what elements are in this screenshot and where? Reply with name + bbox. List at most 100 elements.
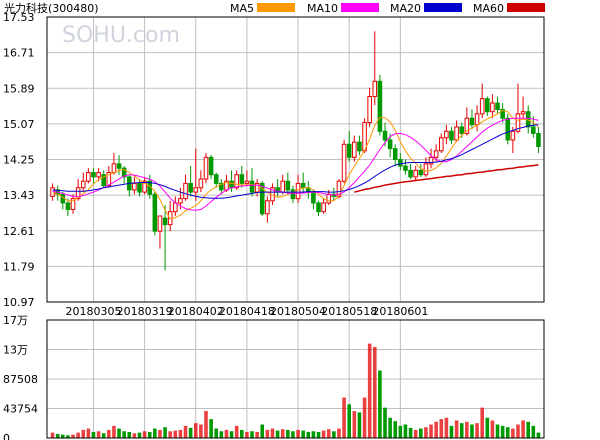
volume-bar bbox=[465, 421, 469, 438]
volume-bar bbox=[96, 431, 101, 438]
candle-body bbox=[86, 172, 91, 182]
volume-bar bbox=[347, 404, 351, 438]
candle-body bbox=[152, 193, 158, 232]
volume-bar bbox=[449, 425, 454, 438]
volume-bar bbox=[357, 412, 362, 438]
volume-bar bbox=[291, 431, 295, 438]
candle-body bbox=[70, 198, 76, 210]
volume-tick-label: 17万 bbox=[3, 314, 28, 327]
candle-body bbox=[157, 215, 163, 232]
volume-bar bbox=[470, 424, 474, 438]
candle-body bbox=[50, 187, 55, 197]
candle-body bbox=[474, 113, 480, 126]
volume-bar bbox=[332, 431, 336, 438]
volume-bar bbox=[270, 428, 275, 438]
candle-body bbox=[423, 163, 429, 176]
volume-bar bbox=[86, 428, 91, 438]
volume-bar bbox=[245, 431, 249, 438]
volume-bar bbox=[55, 433, 60, 438]
volume-bar bbox=[81, 429, 86, 438]
date-tick-label: 20180504 bbox=[270, 305, 326, 318]
volume-bar bbox=[398, 425, 403, 438]
candle-body bbox=[142, 180, 147, 193]
candle-body bbox=[428, 156, 434, 165]
candle-body bbox=[132, 182, 137, 191]
candle-body bbox=[408, 169, 413, 178]
candle-body bbox=[178, 198, 183, 204]
candle-body bbox=[121, 167, 127, 178]
volume-bar bbox=[475, 423, 479, 438]
volume-bar bbox=[188, 427, 193, 438]
candle-body bbox=[438, 137, 444, 152]
volume-bar bbox=[234, 425, 239, 438]
candle-body bbox=[341, 143, 347, 182]
volume-bar bbox=[255, 431, 259, 438]
candle-body bbox=[500, 109, 505, 119]
candle-body bbox=[382, 130, 388, 141]
volume-bar bbox=[413, 429, 418, 438]
volume-bar bbox=[306, 431, 311, 438]
candle-body bbox=[193, 187, 199, 193]
date-tick-label: 20180418 bbox=[219, 305, 275, 318]
volume-bar bbox=[454, 420, 459, 438]
date-tick-label: 20180518 bbox=[321, 305, 377, 318]
candle-body bbox=[208, 156, 214, 176]
volume-bar bbox=[50, 432, 55, 438]
volume-bar bbox=[424, 427, 428, 438]
watermark-logo: SOHU.com bbox=[62, 23, 180, 48]
legend: MA5 MA10 MA20 MA60 bbox=[230, 2, 545, 15]
volume-bar bbox=[280, 429, 285, 438]
volume-bar bbox=[178, 429, 183, 438]
candles bbox=[50, 31, 541, 271]
volume-bar bbox=[224, 429, 229, 438]
volume-bar bbox=[444, 417, 449, 438]
date-tick-label: 20180319 bbox=[117, 305, 173, 318]
candle-body bbox=[183, 182, 188, 200]
legend-label: MA20 bbox=[390, 2, 421, 15]
candle-body bbox=[536, 132, 541, 147]
candle-body bbox=[495, 102, 500, 111]
candle-body bbox=[403, 165, 408, 171]
volume-bar bbox=[260, 424, 265, 438]
volume-bar bbox=[367, 343, 372, 438]
volume-bar bbox=[342, 397, 346, 438]
volume-bar bbox=[511, 428, 515, 438]
volume-bar bbox=[326, 429, 331, 438]
candle-body bbox=[372, 80, 378, 98]
volume-bar bbox=[372, 346, 377, 438]
volume-bars bbox=[50, 343, 541, 438]
candle-body bbox=[515, 113, 521, 132]
volume-bar bbox=[173, 430, 178, 438]
volume-bar bbox=[71, 434, 75, 438]
volume-bar bbox=[408, 427, 413, 438]
candle-body bbox=[413, 169, 418, 178]
volume-bar bbox=[505, 427, 510, 438]
volume-bar bbox=[531, 425, 536, 438]
candle-body bbox=[213, 174, 219, 184]
candle-body bbox=[96, 172, 101, 178]
moving-averages bbox=[52, 109, 539, 220]
candle-body bbox=[479, 98, 485, 115]
candle-body bbox=[326, 193, 332, 204]
candle-body bbox=[459, 126, 465, 134]
volume-bar bbox=[209, 419, 213, 438]
volume-bar bbox=[403, 424, 408, 438]
candle-body bbox=[244, 180, 250, 184]
volume-bar bbox=[490, 420, 495, 438]
volume-bar bbox=[214, 428, 219, 438]
volume-bar bbox=[132, 433, 137, 438]
candle-body bbox=[520, 111, 526, 115]
legend-swatch bbox=[507, 3, 545, 12]
candle-body bbox=[137, 182, 142, 193]
grid bbox=[47, 17, 544, 438]
volume-bar bbox=[142, 431, 147, 438]
candle-body bbox=[219, 182, 224, 191]
volume-bar bbox=[153, 428, 157, 438]
candle-body bbox=[398, 159, 403, 167]
volume-bar bbox=[147, 431, 152, 438]
candle-body bbox=[387, 139, 393, 150]
candle-body bbox=[490, 102, 495, 113]
price-tick-label: 11.79 bbox=[3, 260, 35, 273]
candle-body bbox=[510, 130, 516, 141]
volume-bar bbox=[337, 428, 341, 438]
